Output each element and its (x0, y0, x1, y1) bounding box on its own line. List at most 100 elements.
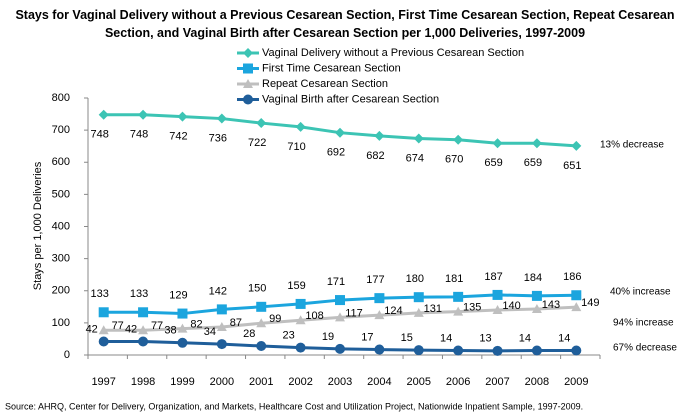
data-point (177, 308, 188, 319)
annotation: 67% decrease (613, 343, 677, 354)
data-label: 180 (406, 273, 424, 285)
data-point (453, 345, 464, 356)
x-tick-label: 2002 (288, 376, 312, 388)
data-label: 42 (125, 323, 137, 335)
legend-marker (243, 79, 253, 88)
legend-label: First Time Cesarean Section (262, 62, 401, 74)
data-point (295, 315, 306, 325)
data-label: 722 (248, 137, 266, 149)
data-label: 659 (524, 157, 542, 169)
data-label: 651 (563, 160, 581, 172)
data-label: 748 (91, 129, 109, 141)
data-label: 34 (204, 326, 216, 338)
data-label: 82 (190, 319, 202, 331)
legend-marker (243, 94, 253, 105)
data-label: 187 (484, 271, 502, 283)
legend-marker (243, 48, 253, 58)
x-tick-label: 2004 (367, 376, 391, 388)
data-point (295, 298, 306, 309)
x-tick-label: 2003 (328, 376, 352, 388)
data-label: 159 (287, 280, 305, 292)
y-tick-label: 700 (52, 124, 70, 136)
data-point (256, 318, 267, 328)
data-label: 670 (445, 154, 463, 166)
data-point (571, 140, 582, 151)
data-point (335, 343, 345, 354)
source-note: Source: AHRQ, Center for Delivery, Organ… (5, 401, 583, 411)
data-label: 14 (440, 332, 452, 344)
data-label: 184 (524, 272, 542, 284)
data-point (374, 344, 385, 355)
data-label: 77 (151, 320, 163, 332)
data-point (453, 134, 464, 145)
data-label: 129 (169, 289, 187, 301)
data-label: 674 (406, 152, 424, 164)
data-label: 150 (248, 283, 266, 295)
data-label: 133 (91, 288, 109, 300)
chart-title: Stays for Vaginal Delivery without a Pre… (15, 8, 675, 40)
legend-label: Repeat Cesarean Section (262, 78, 388, 90)
data-point (138, 336, 149, 347)
data-point (98, 325, 109, 335)
data-point (492, 138, 503, 149)
data-point (492, 289, 503, 300)
data-label: 117 (345, 307, 363, 319)
data-point (413, 292, 424, 303)
data-label: 15 (401, 332, 413, 344)
x-tick-label: 1997 (91, 376, 115, 388)
data-label: 77 (112, 320, 124, 332)
data-point (531, 304, 542, 314)
data-label: 149 (581, 297, 599, 309)
data-point (492, 305, 503, 315)
data-point (256, 118, 267, 129)
data-point (413, 345, 424, 356)
data-point (413, 133, 424, 144)
data-label: 28 (243, 328, 255, 340)
y-tick-label: 400 (52, 220, 70, 232)
data-label: 19 (322, 331, 334, 343)
data-point (492, 345, 503, 356)
data-point (177, 323, 188, 333)
x-tick-label: 2006 (446, 376, 470, 388)
data-point (374, 310, 385, 320)
data-label: 682 (366, 150, 384, 162)
data-label: 23 (282, 330, 294, 342)
data-label: 108 (305, 310, 323, 322)
y-tick-label: 100 (52, 317, 70, 329)
data-label: 742 (169, 131, 187, 143)
data-label: 14 (558, 332, 570, 344)
data-label: 42 (86, 323, 98, 335)
data-label: 87 (230, 317, 242, 329)
y-axis-label: Stays per 1,000 Deliveries (32, 161, 44, 290)
data-point (98, 336, 109, 347)
legend-label: Vaginal Birth after Cesarean Section (262, 93, 439, 105)
data-label: 748 (130, 129, 148, 141)
data-label: 140 (502, 300, 520, 312)
data-label: 131 (424, 303, 442, 315)
data-point (216, 304, 227, 315)
x-tick-label: 1998 (131, 376, 155, 388)
x-tick-label: 2009 (564, 376, 588, 388)
data-point (571, 290, 582, 301)
data-point (335, 312, 345, 322)
data-point (138, 325, 149, 335)
data-point (216, 339, 227, 350)
data-label: 143 (542, 299, 560, 311)
data-point (413, 307, 424, 317)
legend-marker (243, 63, 253, 74)
x-tick-label: 2007 (485, 376, 509, 388)
data-point (256, 341, 267, 352)
data-label: 17 (361, 331, 373, 343)
data-point (256, 301, 267, 312)
annotation: 40% increase (610, 287, 671, 298)
data-label: 692 (327, 147, 345, 159)
data-label: 38 (164, 325, 176, 337)
data-point (453, 291, 464, 302)
data-label: 142 (209, 285, 227, 297)
data-point (98, 109, 109, 120)
data-point (571, 302, 582, 312)
data-point (531, 290, 542, 301)
data-label: 124 (384, 305, 402, 317)
